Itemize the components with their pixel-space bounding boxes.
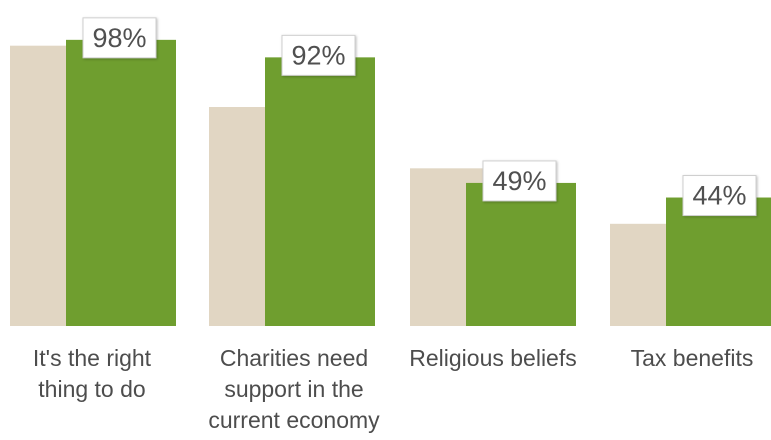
value-label-box-0: [82, 17, 157, 59]
value-label-3: 44%: [692, 181, 746, 211]
category-label-1: Charities need support in the current econ…: [208, 345, 380, 433]
bar-front-1: [265, 57, 375, 327]
bar-front-0: [66, 39, 176, 327]
bar-front-3: [666, 197, 771, 326]
value-label-2: 49%: [492, 166, 546, 196]
value-label-0: 98%: [92, 23, 146, 53]
value-label-box-1: [281, 34, 356, 76]
category-label-0: It's the right thing to do: [33, 345, 152, 402]
category-label-3: Tax benefits: [631, 345, 754, 371]
category-labels: It's the right thing to do Charities need s…: [33, 345, 753, 433]
plot-area: 98% 92% 49% 44%: [10, 17, 771, 327]
value-label-box-3: [682, 175, 757, 217]
value-label-box-2: [482, 160, 557, 202]
bar-front-2: [466, 182, 576, 326]
value-label-1: 92%: [291, 40, 345, 70]
category-label-2: Religious beliefs: [409, 345, 576, 371]
